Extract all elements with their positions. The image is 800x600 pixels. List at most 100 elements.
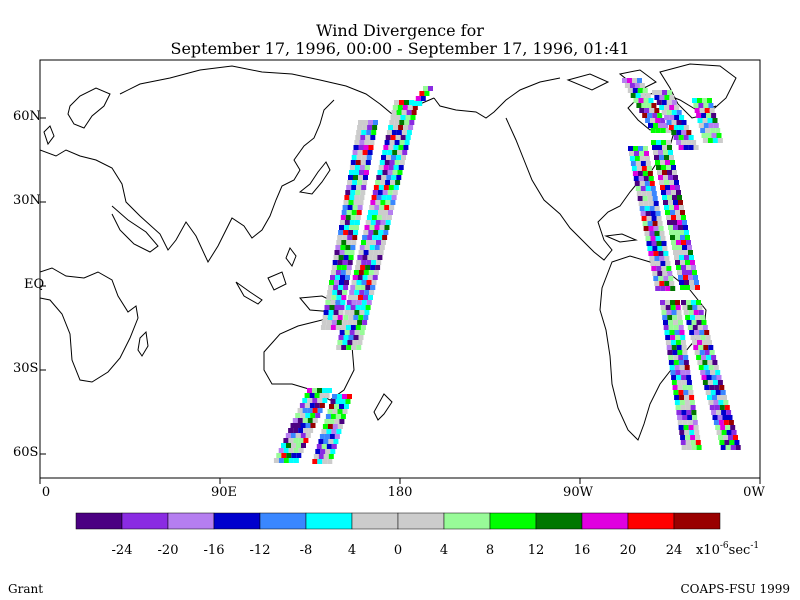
swath-cell xyxy=(674,395,680,400)
swath-cell xyxy=(683,390,689,395)
swath-cell xyxy=(657,246,663,251)
swath-cell xyxy=(668,276,674,281)
swath-cell xyxy=(660,118,666,123)
swath-cell xyxy=(354,220,360,225)
swath-cell xyxy=(728,420,734,425)
swath-cell xyxy=(682,350,688,355)
swath-cell xyxy=(341,295,347,300)
swath-cell xyxy=(344,250,350,255)
swath-cell xyxy=(680,210,685,215)
swath-cell xyxy=(348,230,354,235)
swath-cell xyxy=(707,138,713,143)
swath-cell xyxy=(671,190,676,195)
swath-cell xyxy=(291,453,297,458)
swath-cell xyxy=(299,403,305,408)
swath-cell xyxy=(686,240,691,245)
swath-cell xyxy=(323,310,329,315)
swath-cell xyxy=(353,295,358,300)
swath-cell xyxy=(293,448,299,453)
swath-cell xyxy=(639,83,645,88)
swath-cell xyxy=(339,330,345,335)
swath-cell xyxy=(366,300,372,305)
swath-cell xyxy=(686,300,691,305)
swath-cell xyxy=(669,281,675,286)
colorbar-labels: -24 -20 -16 -12 -8 4 0 4 8 12 16 20 24 xyxy=(112,543,683,558)
swath-cell xyxy=(638,201,644,206)
swath-cell xyxy=(355,160,361,165)
swath-cell xyxy=(309,393,315,398)
swath-cell xyxy=(652,246,658,251)
swath-cell xyxy=(382,235,388,240)
swath-cell xyxy=(346,345,352,350)
swath-cell xyxy=(727,415,733,420)
swath-cell xyxy=(648,251,654,256)
colorbar xyxy=(75,512,721,530)
swath-cell xyxy=(648,98,654,103)
swath-cell xyxy=(398,145,404,150)
swath-cell xyxy=(389,205,395,210)
swath-cell xyxy=(661,100,667,105)
swath-cell xyxy=(337,290,343,295)
swath-cell xyxy=(701,113,707,118)
swath-cell xyxy=(648,201,654,206)
swath-cell xyxy=(372,125,378,130)
coast-south-america xyxy=(599,255,707,441)
swath-cell xyxy=(635,93,641,98)
swath-cell xyxy=(643,226,649,231)
swath-cell xyxy=(661,266,667,271)
swath-cell xyxy=(341,345,347,350)
lat-label-30n: 30N xyxy=(13,193,41,208)
swath-cell xyxy=(691,410,697,415)
swath-cell xyxy=(348,175,353,180)
swath-cell xyxy=(317,398,323,403)
swath-cell xyxy=(663,200,668,205)
swath-cell xyxy=(356,130,362,135)
swath-cell xyxy=(675,260,680,265)
swath-cell xyxy=(654,231,660,236)
swath-cell xyxy=(675,305,681,310)
swath-cell xyxy=(322,388,327,393)
swath-cell xyxy=(296,453,302,458)
swath-cell xyxy=(325,449,331,454)
swath-cell xyxy=(372,190,378,195)
swath-cell xyxy=(362,180,368,185)
swath-cell xyxy=(644,206,650,211)
colorbar-tick-label: -24 xyxy=(112,543,133,558)
swath-cell xyxy=(354,290,360,295)
swath-cell xyxy=(333,310,339,315)
swath-cell xyxy=(391,110,397,115)
swath-cell xyxy=(679,365,685,370)
swath-cell xyxy=(726,430,732,435)
swath-cell xyxy=(695,440,701,445)
swath-cell xyxy=(637,88,643,93)
swath-cell xyxy=(660,160,665,165)
swath-cell xyxy=(301,443,306,448)
swath-cell xyxy=(288,448,294,453)
swath-cell xyxy=(346,240,352,245)
swath-cell xyxy=(696,320,702,325)
swath-cell xyxy=(627,88,633,93)
swath-cell xyxy=(654,155,659,160)
swath-cell xyxy=(404,120,410,125)
coast-indonesia-1 xyxy=(235,281,263,305)
swath-cell xyxy=(656,266,662,271)
swath-cell xyxy=(374,205,380,210)
swath-cell xyxy=(641,103,647,108)
swath-cell xyxy=(726,410,732,415)
swath-cell xyxy=(702,138,708,143)
swath-cell xyxy=(702,340,707,345)
swath-cell xyxy=(634,156,640,161)
swath-cell xyxy=(412,101,418,106)
swath-cell xyxy=(327,315,333,320)
swath-cell xyxy=(340,414,346,419)
swath-cell xyxy=(361,260,367,265)
swath-cell xyxy=(676,345,682,350)
swath-cell xyxy=(321,429,327,434)
swath-cell xyxy=(392,150,398,155)
swath-cell xyxy=(369,140,375,145)
swath-cell xyxy=(380,220,386,225)
swath-cell xyxy=(314,403,320,408)
swath-cell xyxy=(353,230,359,235)
swath-cell xyxy=(361,185,367,190)
swath-cell xyxy=(335,275,340,280)
